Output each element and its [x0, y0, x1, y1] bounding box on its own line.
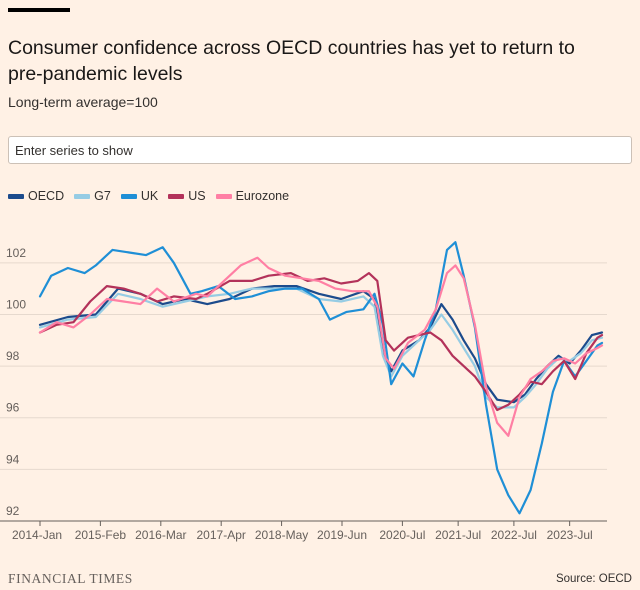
- legend: OECD G7 UK US Eurozone: [8, 189, 289, 203]
- legend-label: US: [188, 189, 206, 203]
- ft-brand: FINANCIAL TIMES: [8, 571, 133, 586]
- legend-swatch: [215, 193, 232, 199]
- legend-item-eurozone[interactable]: Eurozone: [215, 189, 290, 203]
- chart-title: Consumer confidence across OECD countrie…: [8, 37, 575, 86]
- x-tick-label: 2018-May: [255, 528, 308, 542]
- series-search-input[interactable]: [9, 137, 631, 163]
- x-tick-label: 2021-Jul: [435, 528, 481, 542]
- y-tick-label: 100: [6, 297, 26, 311]
- legend-label: G7: [94, 189, 111, 203]
- series-line-uk: [38, 241, 604, 515]
- x-tick-label: 2014-Jan: [12, 528, 62, 542]
- source-note: Source: OECD: [555, 573, 632, 585]
- legend-label: OECD: [28, 189, 65, 203]
- x-tick-label: 2020-Jul: [379, 528, 425, 542]
- series-line-g7: [38, 287, 604, 409]
- legend-label: Eurozone: [235, 189, 290, 203]
- legend-item-oecd[interactable]: OECD: [8, 189, 64, 203]
- x-tick-label: 2023-Jul: [547, 528, 593, 542]
- legend-swatch: [120, 193, 137, 199]
- legend-swatch: [168, 193, 185, 199]
- y-tick-label: 94: [6, 452, 20, 466]
- legend-item-us[interactable]: US: [168, 189, 206, 203]
- line-chart: 92 94 96 98 100 102 2014-Jan 2015-Feb 2016-Mar 20…: [0, 241, 607, 542]
- legend-swatch: [74, 193, 91, 199]
- x-tick-label: 2015-Feb: [75, 528, 127, 542]
- legend-item-uk[interactable]: UK: [120, 189, 159, 203]
- series-search-box[interactable]: [8, 136, 632, 164]
- y-tick-label: 98: [6, 349, 20, 363]
- x-tick-label: 2016-Mar: [135, 528, 186, 542]
- x-tick-label: 2019-Jun: [317, 528, 367, 542]
- chart-subtitle: Long-term average=100: [8, 94, 158, 110]
- x-tick-label: 2022-Jul: [491, 528, 537, 542]
- series-line-us: [38, 272, 604, 412]
- top-rule: [8, 8, 70, 12]
- y-tick-label: 92: [6, 504, 20, 518]
- legend-item-g7[interactable]: G7: [74, 189, 111, 203]
- x-tick-label: 2017-Apr: [197, 528, 246, 542]
- y-tick-label: 102: [6, 246, 26, 260]
- series-line-eurozone: [38, 256, 604, 437]
- y-tick-label: 96: [6, 401, 20, 415]
- legend-label: UK: [140, 189, 159, 203]
- legend-swatch: [8, 193, 24, 199]
